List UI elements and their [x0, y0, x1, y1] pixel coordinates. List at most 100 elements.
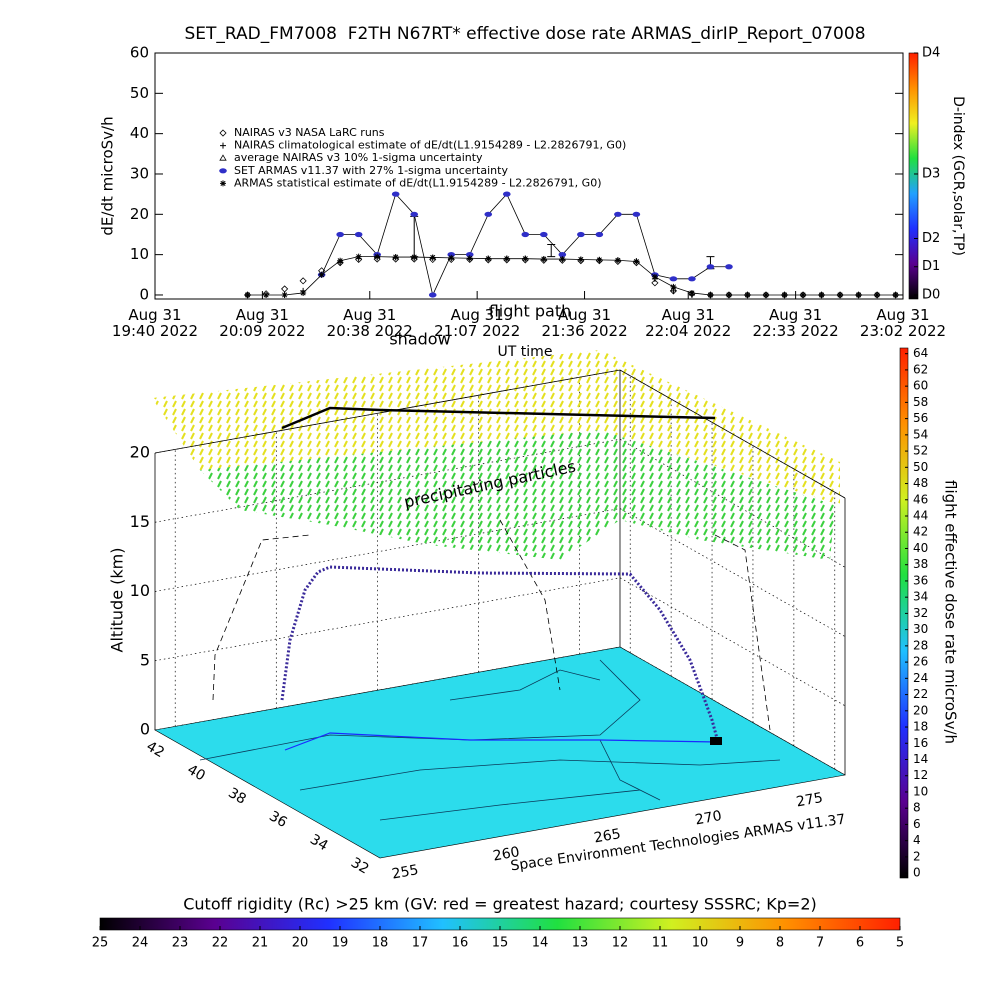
- data-point: [670, 283, 677, 290]
- chart-title: SET_RAD_FM7008 F2TH N67RT* effective dos…: [184, 24, 865, 44]
- colorbar-tick-label: 6: [856, 936, 864, 951]
- data-point: [540, 256, 547, 263]
- aircraft: [710, 737, 722, 745]
- x-tick-label: Aug 31 19:40 2022: [111, 306, 199, 340]
- map-outline: [379, 789, 641, 821]
- data-point: [485, 255, 492, 262]
- colorbar-tick-label: 36: [913, 573, 928, 587]
- colorbar-tick-label: 20: [292, 936, 309, 951]
- colorbar-tick-label: 8: [776, 936, 784, 951]
- map-outline: [199, 659, 641, 761]
- annotation: shadow: [389, 330, 450, 349]
- data-point: [318, 271, 325, 278]
- z-tick-label: 5: [140, 650, 150, 669]
- colorbar-tick-label: 54: [913, 427, 928, 441]
- y-tick-label: 30: [130, 164, 149, 182]
- y-tick-label: 32: [348, 855, 371, 878]
- data-point: [503, 255, 510, 262]
- colorbar-tick-label: 5: [896, 936, 904, 951]
- colorbar-tick-label: D2: [922, 231, 940, 246]
- flight-path: [281, 406, 716, 430]
- data-point: [633, 258, 640, 265]
- data-point: [614, 211, 622, 217]
- data-point: [354, 231, 363, 238]
- z-tick-label: 0: [140, 720, 150, 739]
- legend-label: NAIRAS v3 NASA LaRC runs: [234, 126, 385, 139]
- y-tick-label: 50: [130, 84, 149, 102]
- data-point: [411, 254, 418, 261]
- colorbar-tick-label: 44: [913, 509, 928, 523]
- error-bar: [547, 244, 556, 258]
- data-point: [263, 291, 270, 298]
- colorbar-tick-label: 24: [913, 671, 928, 685]
- colorbar-tick-label: 34: [913, 590, 928, 604]
- data-point: [448, 254, 455, 261]
- data-point: [669, 276, 678, 282]
- shadow-path: [212, 519, 771, 731]
- data-point: [522, 255, 529, 262]
- z-tick-label: 10: [130, 581, 150, 600]
- data-point: [651, 279, 659, 287]
- data-point: [577, 231, 585, 238]
- colorbar-tick-label: 10: [913, 784, 928, 798]
- legend-label: NAIRAS climatological estimate of dE/dt(…: [234, 139, 626, 152]
- x-tick-label: 255: [391, 862, 420, 882]
- colorbar-tick-label: 46: [913, 492, 928, 506]
- data-point: [596, 256, 603, 263]
- data-point: [837, 291, 844, 298]
- legend-label: SET ARMAS v11.37 with 27% 1-sigma uncert…: [234, 164, 508, 177]
- annotation: flight path: [489, 302, 572, 321]
- z-tick-label: 20: [130, 443, 150, 462]
- data-point: [392, 255, 400, 263]
- y-tick-label: 60: [130, 44, 149, 62]
- x-tick-label: Aug 31 23:02 2022: [859, 306, 947, 340]
- colorbar-tick-label: 14: [913, 752, 928, 766]
- colorbar-tick-label: 14: [532, 936, 549, 951]
- colorbar-tick-label: 40: [913, 541, 928, 555]
- plot-3d: 05101520255260265270275424038363432preci…: [130, 302, 846, 883]
- x-tick-label: Aug 31 22:33 2022: [752, 306, 839, 340]
- y-tick-label: 38: [225, 785, 248, 808]
- colorbar-tick-label: 9: [736, 936, 744, 951]
- colorbar-tick-label: 4: [913, 833, 921, 847]
- colorbar-tick-label: 60: [913, 379, 928, 393]
- data-point: [281, 285, 289, 293]
- data-point: [577, 256, 584, 263]
- legend-marker: [220, 142, 226, 149]
- data-point: [892, 291, 899, 298]
- colorbar-tick-label: 38: [913, 557, 928, 571]
- colorbar-tick-label: 26: [913, 655, 928, 669]
- data-point: [502, 191, 511, 197]
- data-point: [762, 291, 769, 298]
- data-point: [614, 257, 621, 264]
- colorbar-tick-label: 16: [452, 936, 469, 951]
- data-point: [300, 289, 307, 296]
- colorbar-tick-label: 64: [913, 346, 928, 360]
- colorbar-label: D-index (GCR,solar,TP): [950, 96, 966, 256]
- data-point: [559, 256, 566, 263]
- y-tick-label: 0: [139, 285, 149, 303]
- data-point: [355, 253, 362, 260]
- ground-track: [284, 732, 719, 751]
- colorbar-tick-label: 42: [913, 525, 928, 539]
- colorbar-tick-label: 13: [572, 936, 589, 951]
- data-point: [818, 291, 825, 298]
- colorbar-tick-label: 50: [913, 460, 928, 474]
- series-line: [247, 256, 896, 296]
- legend-marker: [219, 129, 227, 137]
- data-point: [429, 255, 437, 264]
- colorbar-tick-label: 22: [913, 687, 928, 701]
- colorbar-tick-label: 12: [913, 768, 928, 782]
- data-point: [688, 276, 696, 282]
- data-point: [781, 291, 788, 298]
- colorbar-tick-label: 20: [913, 703, 928, 717]
- colorbar-tick-label: 28: [913, 638, 928, 652]
- colorbar-tick-label: 8: [913, 801, 921, 815]
- legend-marker: [219, 168, 227, 174]
- x-tick-label: Aug 31 20:09 2022: [219, 306, 306, 340]
- x-tick-label: Aug 31 22:04 2022: [645, 306, 732, 340]
- map-outline: [299, 759, 781, 791]
- colorbar-tick-label: D4: [922, 46, 940, 61]
